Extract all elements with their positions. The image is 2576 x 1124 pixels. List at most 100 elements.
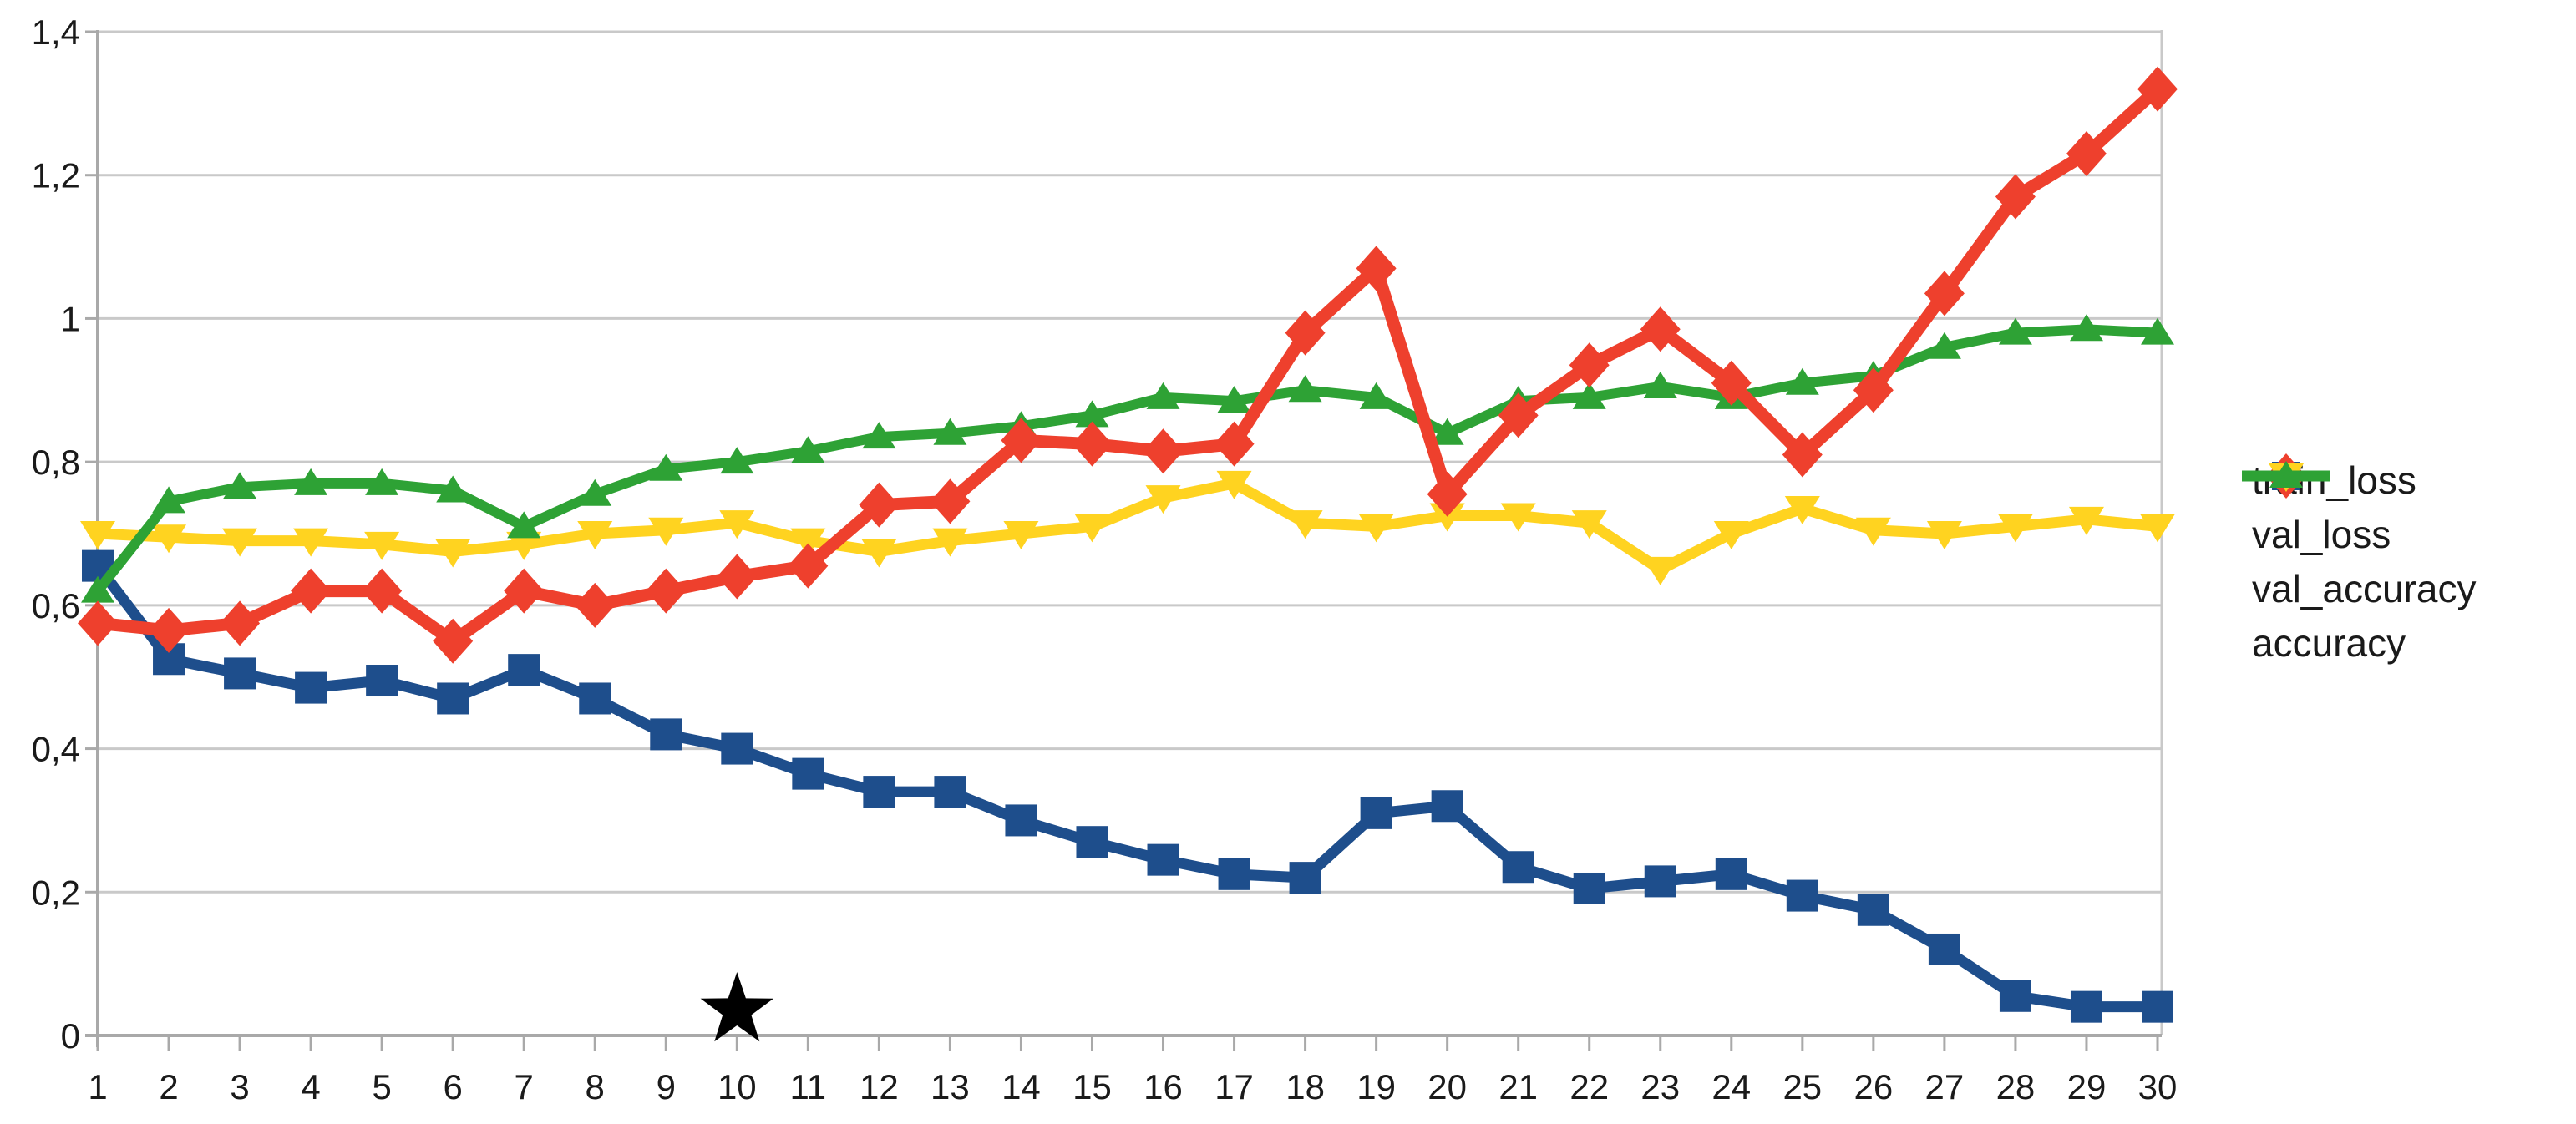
series-val_loss-marker	[149, 607, 190, 653]
series-accuracy-marker	[791, 436, 825, 463]
series-train_loss-marker	[1360, 797, 1392, 829]
series-val_loss-marker	[1853, 367, 1894, 413]
series-accuracy-marker	[1288, 375, 1322, 403]
series-accuracy-marker	[1075, 400, 1109, 428]
x-tick-label: 3	[230, 1067, 249, 1106]
series-train_loss-marker	[1218, 858, 1250, 890]
series-val_loss-line	[97, 84, 2163, 648]
series-val_loss-marker	[1072, 421, 1113, 467]
series-val_accuracy-marker	[364, 531, 400, 560]
series-train_loss-marker	[1573, 872, 1605, 904]
series-val_accuracy-marker	[1074, 514, 1110, 543]
series-accuracy-marker	[578, 478, 612, 506]
x-tick-label: 18	[1285, 1067, 1325, 1106]
x-tick-label: 10	[718, 1067, 757, 1106]
series-val_accuracy	[80, 470, 2175, 585]
series-val_accuracy-marker	[1358, 514, 1394, 543]
series-accuracy-marker	[1359, 382, 1393, 409]
series-val_loss-marker	[291, 568, 332, 614]
series-accuracy-marker	[223, 472, 257, 499]
series-val_accuracy-marker	[1216, 470, 1252, 499]
legend-item-val-loss: val_loss	[2240, 453, 2476, 561]
x-tick-label: 14	[1001, 1067, 1041, 1106]
series-accuracy-marker	[1430, 418, 1464, 445]
series-val_loss-marker	[362, 568, 403, 614]
series-train_loss-marker	[650, 718, 682, 751]
x-tick-label: 29	[2067, 1067, 2107, 1106]
series-val_accuracy-marker	[293, 528, 329, 557]
y-tick-label: 0,2	[32, 873, 80, 912]
x-tick-label: 19	[1356, 1067, 1396, 1106]
series-train_loss-marker	[1431, 790, 1463, 823]
series-val_accuracy-marker	[1784, 495, 1820, 524]
series-accuracy-line	[94, 324, 2158, 595]
series-val_loss-marker	[504, 568, 545, 614]
series-val_loss-marker	[1001, 418, 1042, 463]
series-train_loss-marker	[863, 776, 895, 808]
series-accuracy	[81, 314, 2174, 603]
x-tick-label: 8	[586, 1067, 605, 1106]
series-train_loss-marker	[1999, 980, 2031, 1012]
series-val_accuracy-marker	[1500, 503, 1536, 532]
series-train_loss-marker	[792, 757, 824, 790]
x-tick-label: 5	[372, 1067, 391, 1106]
series-val_accuracy-marker	[1429, 503, 1465, 532]
y-tick-label: 1,4	[32, 13, 80, 52]
series-val_accuracy-marker	[1003, 521, 1039, 549]
x-tick-label: 13	[931, 1067, 970, 1106]
series-accuracy-marker	[1927, 332, 1961, 359]
series-train_loss-marker	[437, 682, 469, 715]
series-train_loss-marker	[508, 654, 540, 686]
series-val_accuracy-marker	[1855, 517, 1891, 546]
series-val_accuracy-marker	[932, 528, 968, 557]
legend-item-accuracy: accuracy	[2240, 461, 2476, 670]
series-val_loss-marker	[1995, 174, 2036, 220]
series-val_loss-marker	[1427, 471, 1468, 517]
series-accuracy-marker	[2141, 317, 2174, 345]
series-accuracy-marker	[2069, 314, 2103, 342]
series-train_loss-marker	[2142, 990, 2173, 1023]
series-train_loss-marker	[1502, 851, 1534, 884]
series-accuracy-marker	[1998, 317, 2032, 345]
series-accuracy-marker	[862, 422, 896, 449]
y-tick-label: 1	[61, 299, 80, 338]
series-train_loss-line	[93, 562, 2158, 1013]
series-val_loss-marker	[930, 478, 971, 524]
legend: train_loss val_loss val_accuracy accurac…	[2240, 453, 2476, 670]
x-tick-label: 1	[88, 1067, 107, 1106]
series-train_loss-marker	[1644, 865, 1676, 898]
series-val_accuracy-marker	[2140, 514, 2175, 543]
y-tick-label: 0,6	[32, 586, 80, 625]
series-val_loss-marker	[1782, 432, 1823, 478]
series-val_accuracy-marker	[1145, 485, 1181, 514]
series-accuracy-marker	[152, 486, 186, 514]
series-val_loss-marker	[1143, 428, 1184, 474]
x-tick-label: 4	[301, 1067, 320, 1106]
series-accuracy-marker	[1785, 367, 1819, 395]
legend-label-accuracy: accuracy	[2252, 620, 2406, 665]
series-train_loss-marker	[1076, 826, 1108, 858]
series-val_accuracy-marker	[719, 510, 755, 539]
series-train_loss-marker	[1857, 894, 1889, 926]
series-val_loss-marker	[78, 600, 118, 646]
series-val_accuracy-line	[97, 478, 2158, 575]
x-tick-label: 27	[1925, 1067, 1965, 1106]
x-tick-label: 15	[1072, 1067, 1112, 1106]
series-accuracy-marker	[1146, 382, 1180, 409]
series-val_accuracy-marker	[1926, 521, 1962, 549]
y-tick-label: 0	[61, 1016, 80, 1056]
x-tick-label: 25	[1782, 1067, 1822, 1106]
series-val_loss-marker	[433, 618, 474, 664]
series-val_accuracy-marker	[2068, 506, 2104, 535]
series-val_accuracy-marker	[861, 539, 897, 568]
legend-item-val-accuracy: val_accuracy	[2240, 463, 2476, 615]
series-train_loss	[82, 549, 2173, 1023]
series-val_loss	[78, 66, 2178, 664]
series-val_accuracy-marker	[1571, 510, 1607, 539]
x-tick-label: 7	[515, 1067, 534, 1106]
x-tick-label: 26	[1854, 1067, 1894, 1106]
series-val_accuracy-marker	[1713, 521, 1749, 549]
y-tick-label: 0,4	[32, 730, 80, 769]
